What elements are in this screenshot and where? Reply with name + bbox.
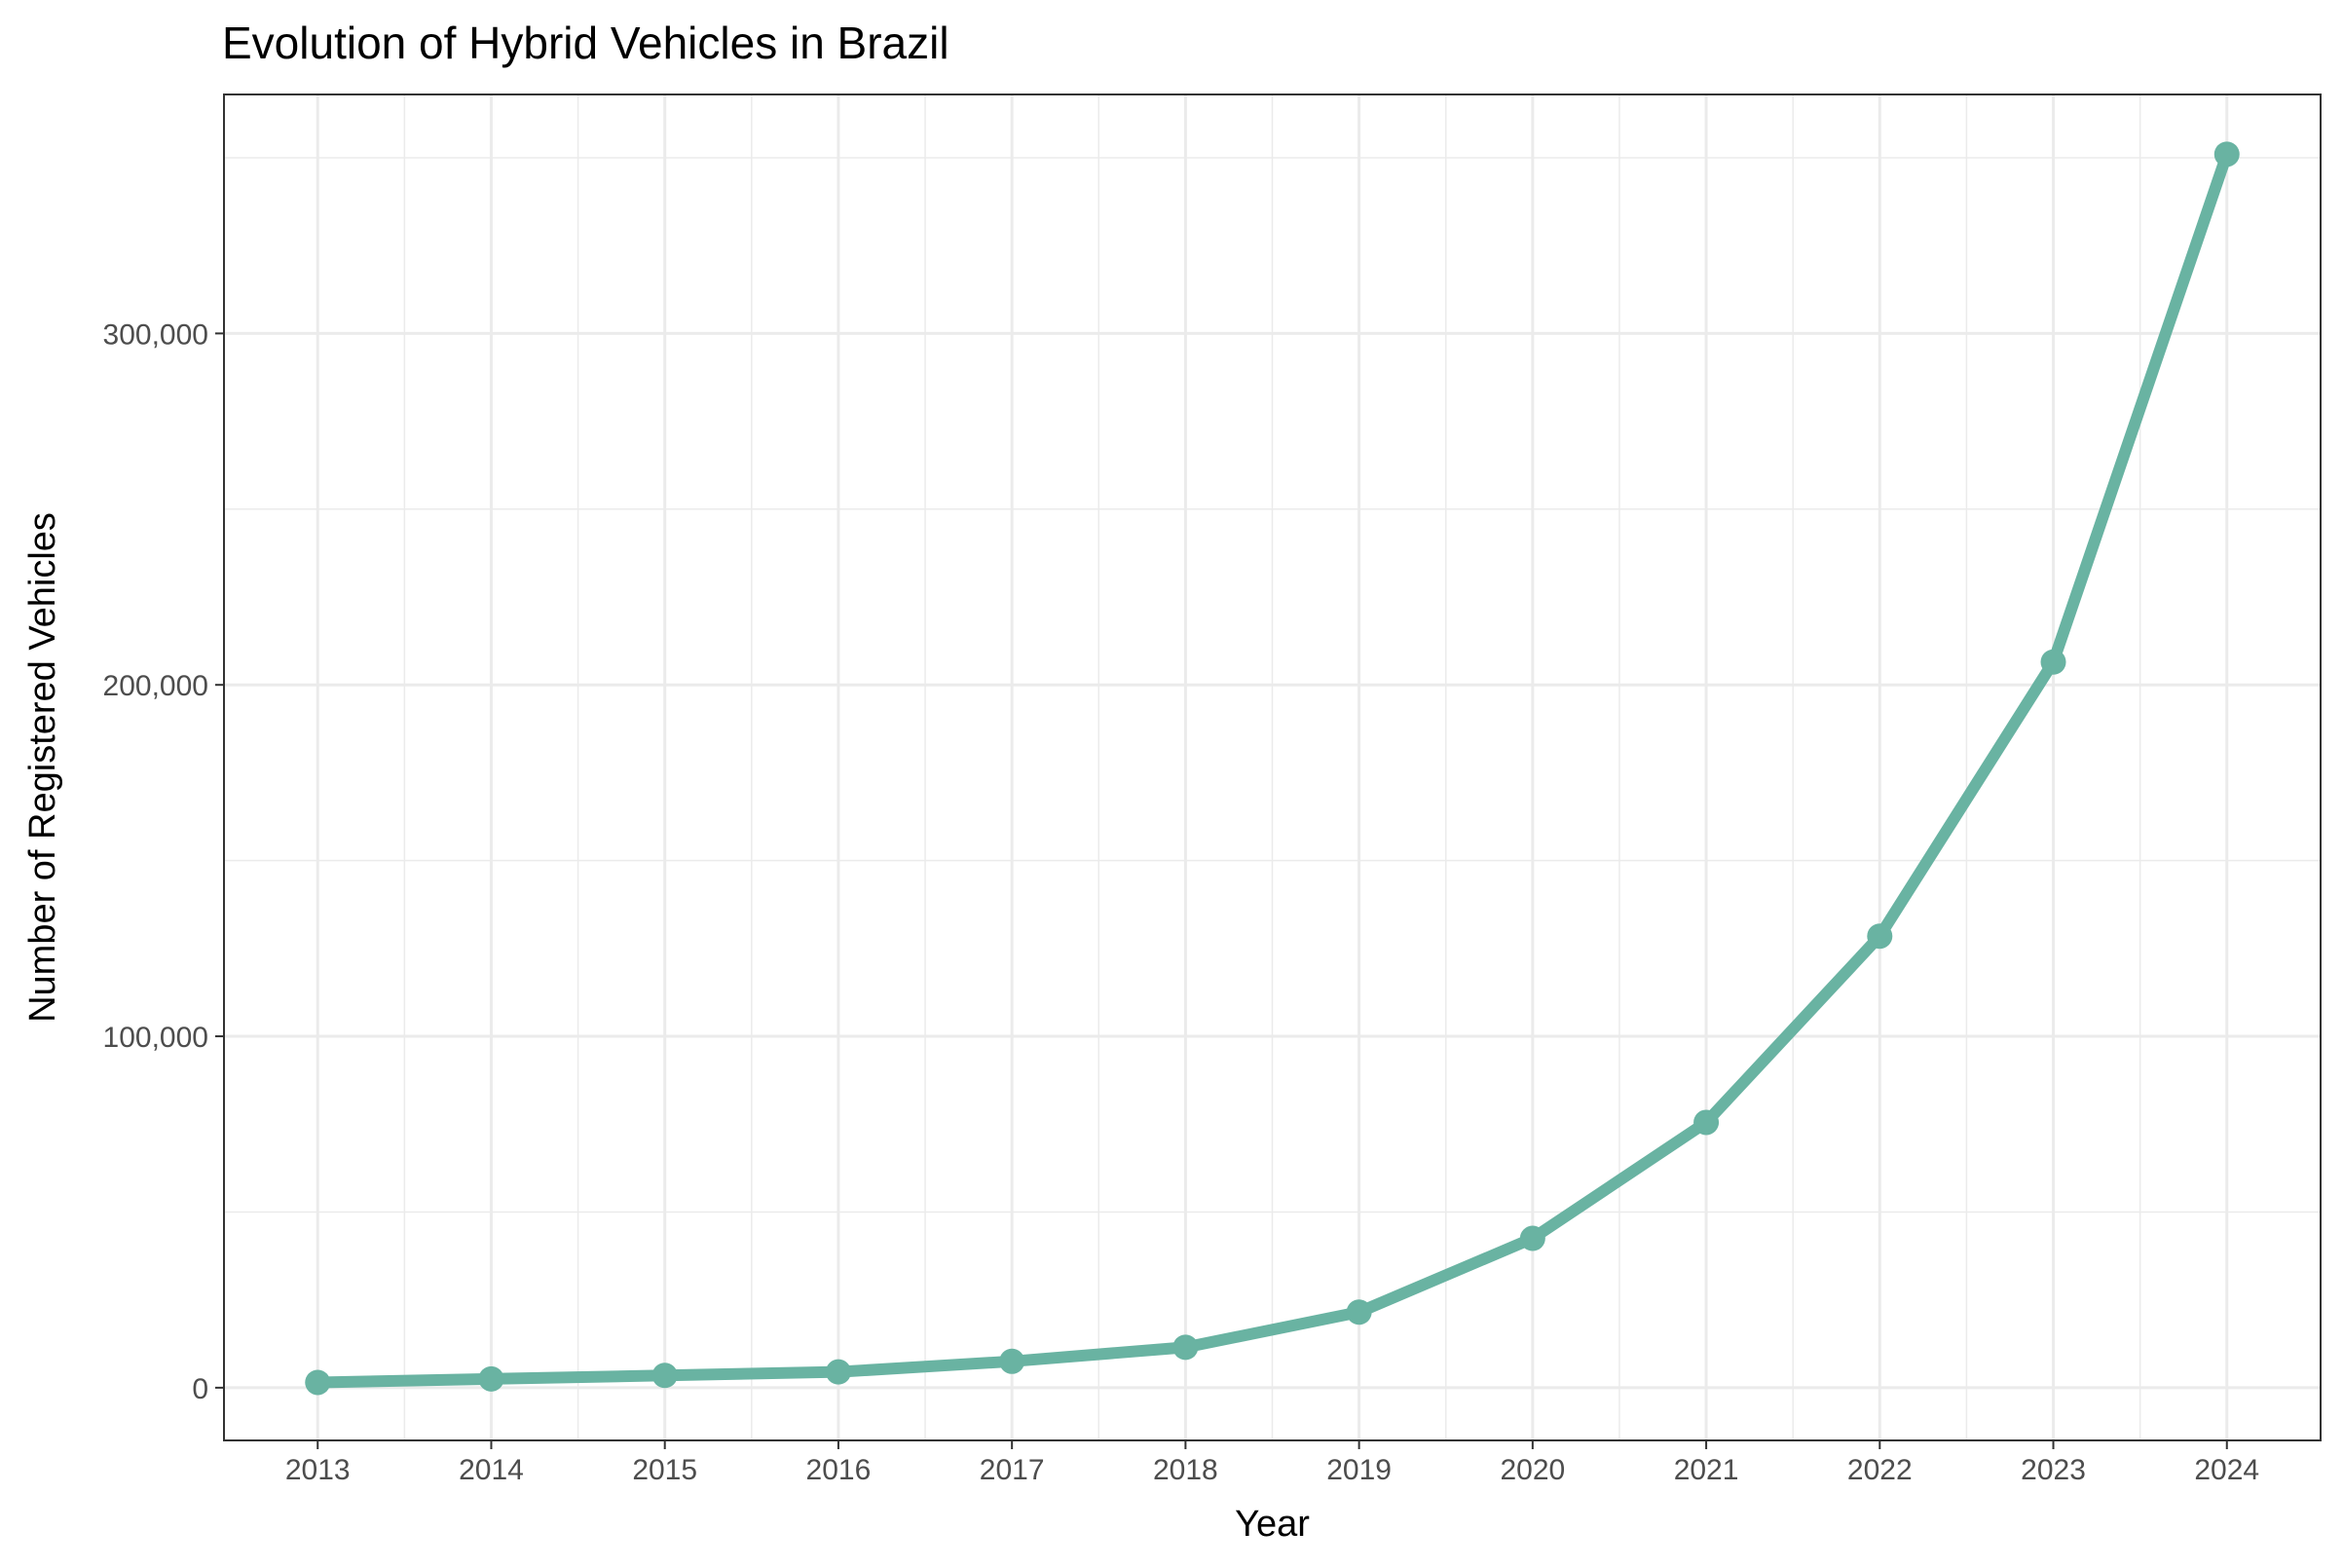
y-axis: 0 100,000 200,000 300,000	[103, 318, 224, 1405]
series-line	[312, 148, 2233, 1389]
data-point-2021	[1693, 1109, 1720, 1136]
x-tick-label: 2021	[1674, 1454, 1739, 1486]
y-axis-title: Number of Registered Vehicles	[22, 512, 63, 1023]
chart-title: Evolution of Hybrid Vehicles in Brazil	[222, 18, 949, 68]
y-tick-label: 300,000	[103, 318, 208, 351]
x-axis-title: Year	[1235, 1504, 1310, 1545]
major-gridlines	[224, 94, 2321, 1440]
x-tick-label: 2019	[1326, 1454, 1392, 1486]
minor-gridlines	[224, 94, 2321, 1440]
x-tick-label: 2020	[1500, 1454, 1565, 1486]
data-point-2023	[2040, 649, 2066, 675]
x-tick-label: 2018	[1153, 1454, 1218, 1486]
x-tick-label: 2013	[285, 1454, 351, 1486]
data-point-2024	[2213, 141, 2240, 168]
y-tick-label: 0	[192, 1373, 208, 1405]
data-point-2013	[305, 1369, 331, 1396]
plot-panel-border	[223, 93, 2322, 1441]
x-tick-label: 2016	[806, 1454, 872, 1486]
data-point-2019	[1346, 1299, 1372, 1325]
y-tick-label: 200,000	[103, 670, 208, 702]
x-tick-label: 2015	[632, 1454, 697, 1486]
x-tick-label: 2024	[2194, 1454, 2259, 1486]
data-point-2016	[825, 1359, 851, 1385]
data-point-2018	[1172, 1334, 1199, 1361]
data-point-2014	[478, 1365, 504, 1392]
x-tick-label: 2014	[459, 1454, 524, 1486]
x-tick-label: 2023	[2021, 1454, 2086, 1486]
x-tick-label: 2022	[1847, 1454, 1913, 1486]
series-layer	[305, 141, 2240, 1396]
y-tick-label: 100,000	[103, 1022, 208, 1054]
x-axis: 2013 2014 2015 2016 2017 2018 2019 2020 2021 2022…	[285, 1440, 2259, 1486]
x-tick-label: 2017	[980, 1454, 1045, 1486]
data-point-2017	[999, 1348, 1025, 1374]
data-point-2020	[1519, 1225, 1545, 1251]
data-point-2015	[651, 1363, 678, 1389]
data-point-2022	[1867, 923, 1893, 950]
